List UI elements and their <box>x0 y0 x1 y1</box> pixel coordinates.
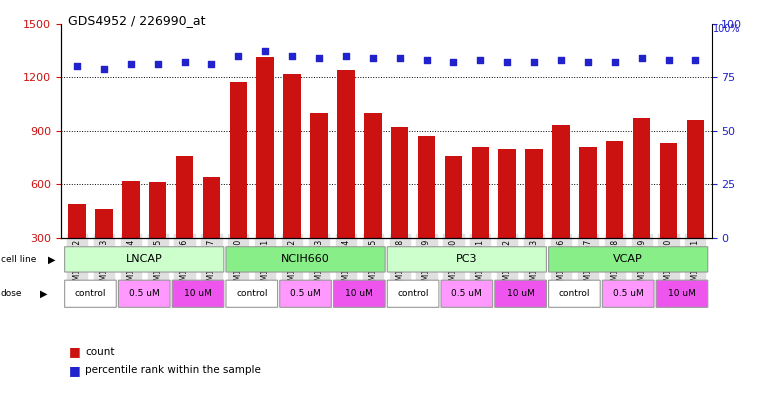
Bar <box>202 177 220 291</box>
Bar <box>337 70 355 291</box>
Point <box>232 53 244 59</box>
Bar <box>633 118 651 291</box>
Text: control: control <box>559 289 591 298</box>
FancyBboxPatch shape <box>387 280 439 307</box>
Point <box>313 55 325 61</box>
Bar <box>498 149 516 291</box>
FancyBboxPatch shape <box>65 247 224 272</box>
Text: 0.5 uM: 0.5 uM <box>129 289 160 298</box>
Text: ▶: ▶ <box>40 289 47 299</box>
Text: 10 uM: 10 uM <box>345 289 373 298</box>
Point <box>393 55 406 61</box>
Point <box>447 59 460 65</box>
FancyBboxPatch shape <box>441 280 492 307</box>
Bar <box>418 136 435 291</box>
Bar <box>472 147 489 291</box>
Bar <box>230 83 247 291</box>
FancyBboxPatch shape <box>65 280 116 307</box>
FancyBboxPatch shape <box>603 280 654 307</box>
Text: VCAP: VCAP <box>613 254 643 264</box>
FancyBboxPatch shape <box>387 247 546 272</box>
Text: control: control <box>236 289 268 298</box>
FancyBboxPatch shape <box>226 280 278 307</box>
Text: NCIH660: NCIH660 <box>281 254 330 264</box>
Text: dose: dose <box>1 289 22 298</box>
Point <box>420 57 432 63</box>
Text: ▶: ▶ <box>48 254 56 264</box>
Bar <box>660 143 677 291</box>
Text: 10 uM: 10 uM <box>668 289 696 298</box>
Point <box>260 48 272 55</box>
Point <box>125 61 137 68</box>
Point <box>151 61 164 68</box>
Text: 0.5 uM: 0.5 uM <box>613 289 644 298</box>
Point <box>286 53 298 59</box>
Bar <box>283 73 301 291</box>
Bar <box>552 125 570 291</box>
Bar <box>68 204 86 291</box>
Point <box>71 63 83 70</box>
Text: ■: ■ <box>68 364 80 377</box>
Bar <box>95 209 113 291</box>
Text: GDS4952 / 226990_at: GDS4952 / 226990_at <box>68 14 206 27</box>
Text: count: count <box>85 347 115 357</box>
Bar <box>176 156 193 291</box>
Text: control: control <box>397 289 429 298</box>
FancyBboxPatch shape <box>549 247 708 272</box>
Bar <box>122 181 139 291</box>
Point <box>205 61 218 68</box>
Point <box>367 55 379 61</box>
Point <box>528 59 540 65</box>
Bar <box>149 182 167 291</box>
FancyBboxPatch shape <box>656 280 708 307</box>
Text: cell line: cell line <box>1 255 36 264</box>
Point <box>555 57 567 63</box>
Bar <box>579 147 597 291</box>
FancyBboxPatch shape <box>495 280 546 307</box>
Text: 100%: 100% <box>713 24 740 33</box>
FancyBboxPatch shape <box>280 280 331 307</box>
Text: 10 uM: 10 uM <box>507 289 534 298</box>
Text: PC3: PC3 <box>456 254 478 264</box>
Bar <box>525 149 543 291</box>
Bar <box>310 113 328 291</box>
Bar <box>686 120 704 291</box>
Bar <box>364 113 381 291</box>
FancyBboxPatch shape <box>226 247 385 272</box>
FancyBboxPatch shape <box>549 280 600 307</box>
Text: 0.5 uM: 0.5 uM <box>290 289 321 298</box>
Point <box>635 55 648 61</box>
Text: LNCAP: LNCAP <box>126 254 163 264</box>
Bar <box>444 156 462 291</box>
Point <box>340 53 352 59</box>
Point <box>609 59 621 65</box>
Point <box>501 59 513 65</box>
Point <box>662 57 674 63</box>
Text: control: control <box>75 289 107 298</box>
Point <box>581 59 594 65</box>
Text: 10 uM: 10 uM <box>184 289 212 298</box>
Point <box>98 65 110 72</box>
Bar <box>256 57 274 291</box>
FancyBboxPatch shape <box>333 280 385 307</box>
Text: 0.5 uM: 0.5 uM <box>451 289 482 298</box>
FancyBboxPatch shape <box>119 280 170 307</box>
Point <box>474 57 486 63</box>
Point <box>689 57 702 63</box>
Point <box>179 59 191 65</box>
Bar <box>391 127 409 291</box>
Bar <box>606 141 623 291</box>
Text: percentile rank within the sample: percentile rank within the sample <box>85 365 261 375</box>
Text: ■: ■ <box>68 345 80 358</box>
FancyBboxPatch shape <box>172 280 224 307</box>
